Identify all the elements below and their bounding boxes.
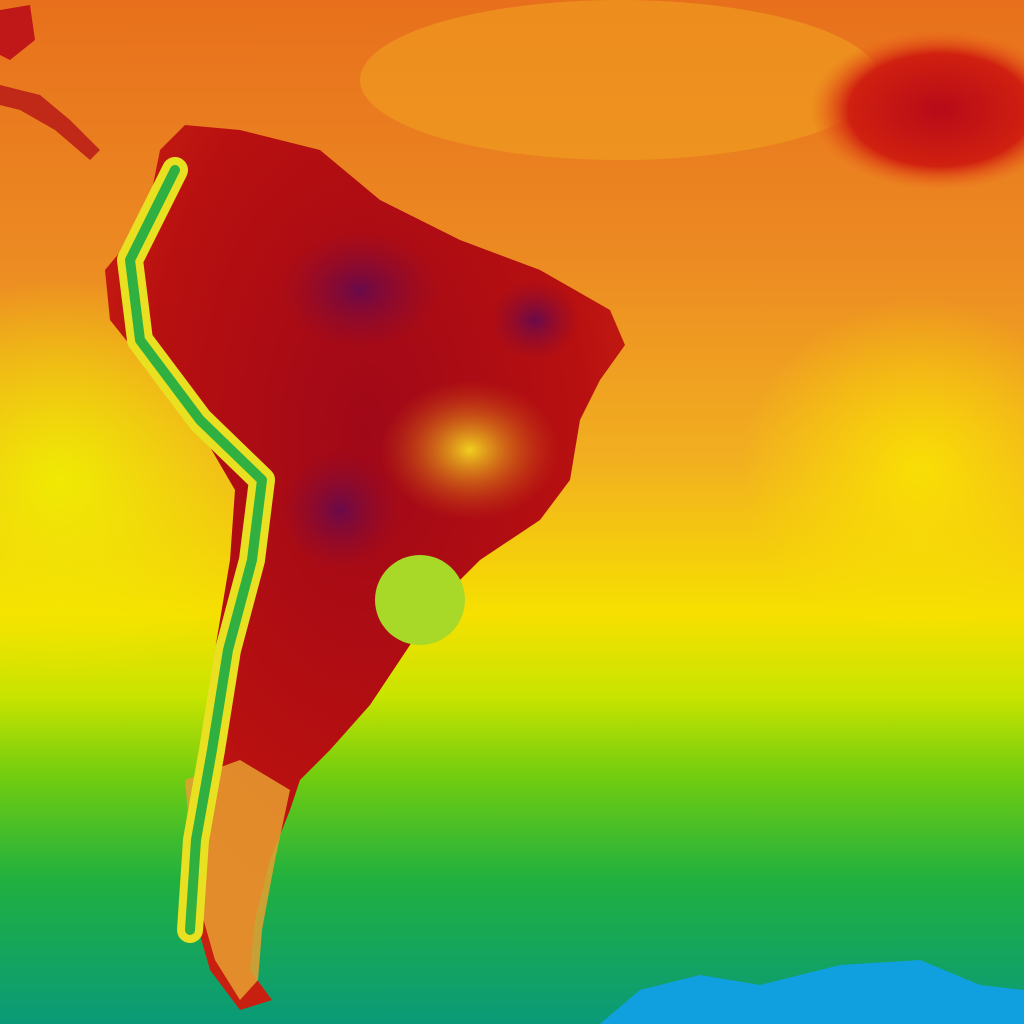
andes: [125, 165, 267, 935]
africa: [810, 30, 1024, 190]
amazon-hot: [280, 230, 440, 350]
ocean-north: [360, 0, 880, 160]
caribbean-land: [0, 5, 35, 60]
cold-water: [600, 960, 1024, 1024]
chaco-hot: [280, 450, 400, 570]
northeast-hot: [490, 280, 580, 360]
ocean-warm-east: [740, 300, 1024, 640]
central-america: [0, 85, 100, 160]
uruguay: [375, 555, 465, 645]
brazil-highlands: [380, 380, 560, 520]
